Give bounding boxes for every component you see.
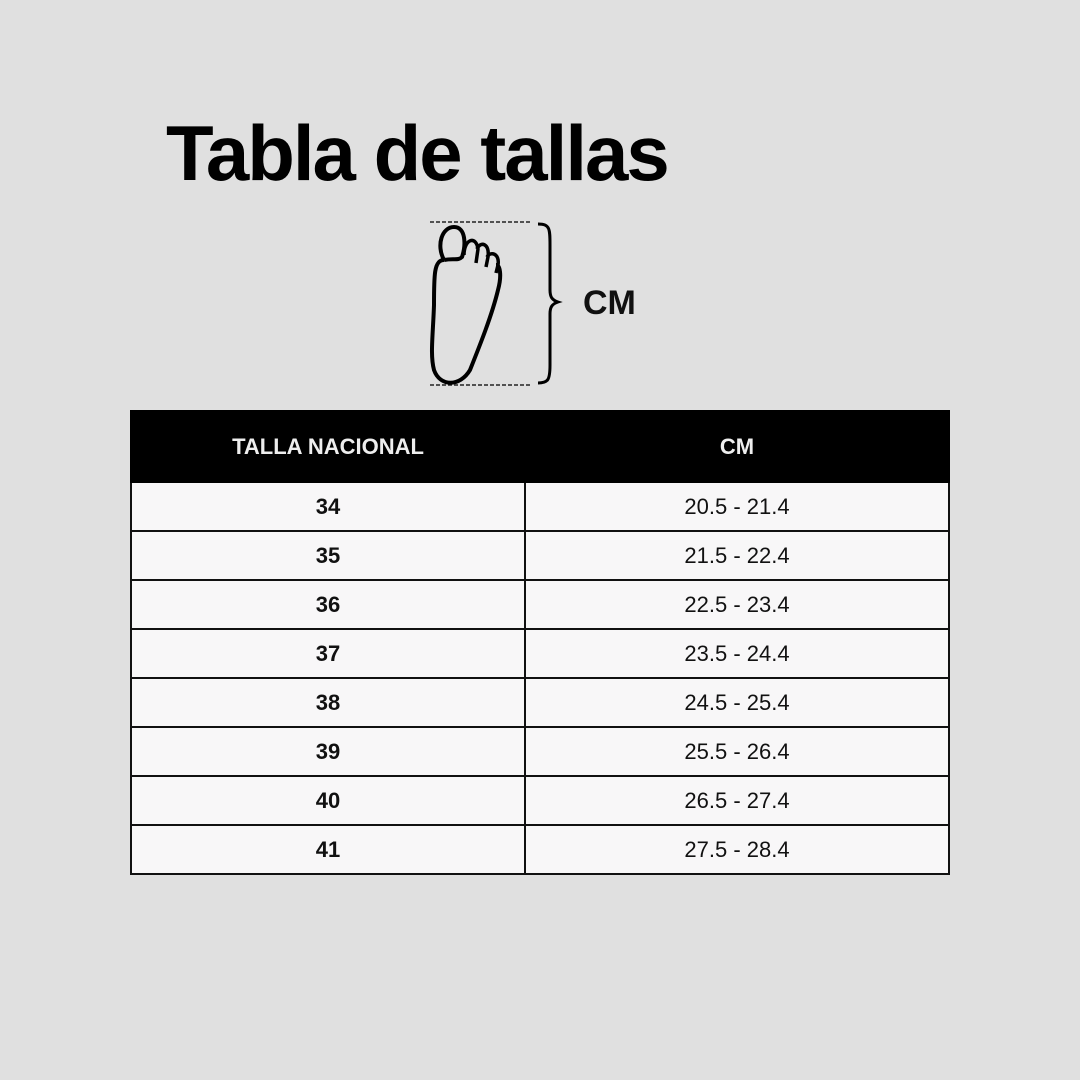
- table-row: 35 21.5 - 22.4: [130, 530, 950, 581]
- size-cell: 34: [130, 481, 526, 532]
- size-cell: 37: [130, 628, 526, 679]
- table-row: 40 26.5 - 27.4: [130, 775, 950, 826]
- size-cell: 36: [130, 579, 526, 630]
- cm-cell: 26.5 - 27.4: [524, 775, 950, 826]
- table-row: 36 22.5 - 23.4: [130, 579, 950, 630]
- cm-cell: 25.5 - 26.4: [524, 726, 950, 777]
- cm-cell: 24.5 - 25.4: [524, 677, 950, 728]
- size-table: TALLA NACIONAL CM 34 20.5 - 21.4 35 21.5 -…: [130, 410, 950, 875]
- header-talla-nacional: TALLA NACIONAL: [130, 410, 526, 483]
- measure-label: CM: [583, 284, 636, 322]
- size-cell: 35: [130, 530, 526, 581]
- table-row: 34 20.5 - 21.4: [130, 481, 950, 532]
- table-row: 41 27.5 - 28.4: [130, 824, 950, 875]
- cm-cell: 27.5 - 28.4: [524, 824, 950, 875]
- size-cell: 40: [130, 775, 526, 826]
- table-header-row: TALLA NACIONAL CM: [130, 410, 950, 483]
- page-title: Tabla de tallas: [166, 109, 670, 197]
- header-cm: CM: [524, 410, 950, 483]
- size-cell: 38: [130, 677, 526, 728]
- cm-cell: 20.5 - 21.4: [524, 481, 950, 532]
- size-cell: 41: [130, 824, 526, 875]
- table-row: 39 25.5 - 26.4: [130, 726, 950, 777]
- cm-cell: 21.5 - 22.4: [524, 530, 950, 581]
- cm-cell: 22.5 - 23.4: [524, 579, 950, 630]
- table-row: 38 24.5 - 25.4: [130, 677, 950, 728]
- size-cell: 39: [130, 726, 526, 777]
- foot-outline-icon: [430, 221, 563, 386]
- table-row: 37 23.5 - 24.4: [130, 628, 950, 679]
- cm-cell: 23.5 - 24.4: [524, 628, 950, 679]
